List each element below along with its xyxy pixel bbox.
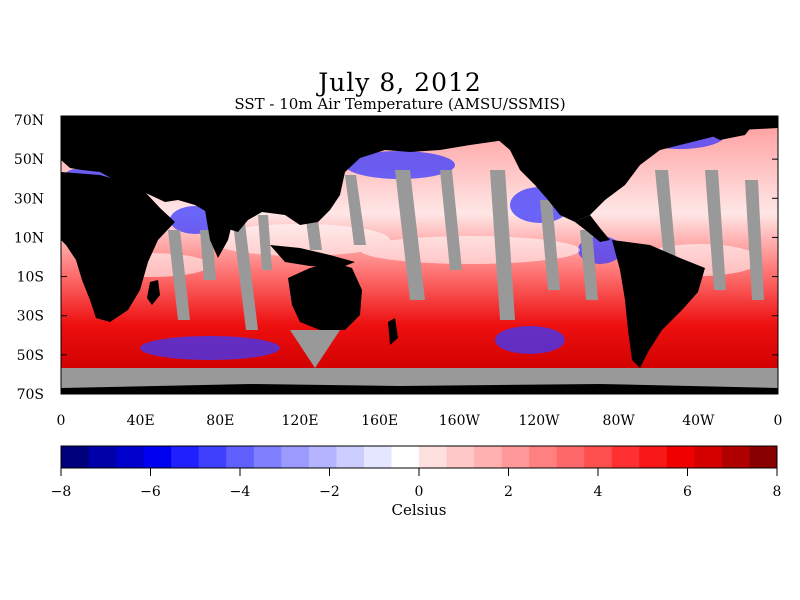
colorbar-swatch <box>584 446 613 468</box>
colorbar-swatch <box>253 446 282 468</box>
colorbar-swatch <box>143 446 172 468</box>
colorbar-swatch <box>171 446 200 468</box>
land-antarctica <box>61 384 778 394</box>
lon-label: 80W <box>603 413 636 429</box>
colorbar-swatch <box>363 446 392 468</box>
lat-label: 50S <box>17 348 44 364</box>
colorbar-swatch <box>308 446 337 468</box>
lon-label: 120W <box>518 413 560 429</box>
colorbar-swatch <box>666 446 695 468</box>
colorbar-swatch <box>61 446 90 468</box>
lat-label: 30S <box>17 309 44 325</box>
colorbar-swatch <box>501 446 530 468</box>
colorbar-swatch <box>226 446 255 468</box>
lon-label: 160E <box>361 413 398 429</box>
colorbar-swatch <box>556 446 585 468</box>
colorbar-swatch <box>611 446 640 468</box>
land-indonesia <box>270 245 355 268</box>
colorbar-swatch <box>281 446 310 468</box>
colorbar-label: Celsius <box>391 501 447 519</box>
longitude-labels: 0 40E 80E 120E 160E 160W 120W 80W 40W 0 <box>57 413 783 429</box>
land-north-america <box>470 116 778 222</box>
lat-label: 50N <box>14 152 44 168</box>
colorbar-swatch <box>391 446 420 468</box>
colorbar-swatch <box>474 446 503 468</box>
land-masses <box>61 116 778 394</box>
land-india <box>205 210 235 258</box>
lat-label: 30N <box>14 191 44 207</box>
latitude-labels: 70N 50N 30N 10N 10S 30S 50S 70S <box>14 113 44 403</box>
colorbar-swatch <box>529 446 558 468</box>
land-eurasia <box>61 116 505 232</box>
land-south-america <box>612 240 705 368</box>
colorbar-tick-label: 8 <box>773 484 782 500</box>
map-area <box>61 116 778 394</box>
colorbar <box>60 445 778 469</box>
colorbar-tick-label: 6 <box>683 484 692 500</box>
colorbar-tick-label: −4 <box>230 484 251 500</box>
lat-label: 10N <box>14 230 44 246</box>
land-australia <box>288 262 362 330</box>
chart-title: July 8, 2012 <box>318 68 482 97</box>
colorbar-swatch <box>694 446 723 468</box>
colorbar-swatch <box>721 446 750 468</box>
lat-label: 70S <box>17 387 44 403</box>
colorbar-tick-label: 0 <box>415 484 424 500</box>
land-africa <box>61 172 175 322</box>
lon-label: 0 <box>774 413 783 429</box>
chart-subtitle: SST - 10m Air Temperature (AMSU/SSMIS) <box>234 95 566 113</box>
lon-label: 160W <box>439 413 481 429</box>
map-ticks <box>60 116 779 395</box>
lat-label: 10S <box>17 270 44 286</box>
colorbar-swatch <box>749 446 778 468</box>
lon-label: 40E <box>127 413 155 429</box>
land-madagascar <box>147 280 160 305</box>
colorbar-tick-label: −8 <box>51 484 72 500</box>
colorbar-tick-label: −6 <box>140 484 161 500</box>
lat-label: 70N <box>14 113 44 129</box>
colorbar-tick-label: −2 <box>319 484 340 500</box>
colorbar-swatch <box>639 446 668 468</box>
colorbar-swatch <box>88 446 117 468</box>
land-central-america <box>575 215 610 242</box>
colorbar-swatch <box>446 446 475 468</box>
colorbar-tick-label: 2 <box>504 484 513 500</box>
colorbar-tick-labels: −8 −6 −4 −2 0 2 4 6 8 <box>51 468 782 500</box>
lon-label: 120E <box>282 413 319 429</box>
lon-label: 40W <box>682 413 715 429</box>
lon-label: 0 <box>57 413 66 429</box>
lon-label: 80E <box>206 413 234 429</box>
colorbar-swatch <box>336 446 365 468</box>
colorbar-swatch <box>116 446 145 468</box>
land-new-zealand <box>388 318 398 345</box>
land-greenland <box>690 116 760 140</box>
colorbar-swatch <box>419 446 448 468</box>
colorbar-tick-label: 4 <box>594 484 603 500</box>
colorbar-swatch <box>198 446 227 468</box>
